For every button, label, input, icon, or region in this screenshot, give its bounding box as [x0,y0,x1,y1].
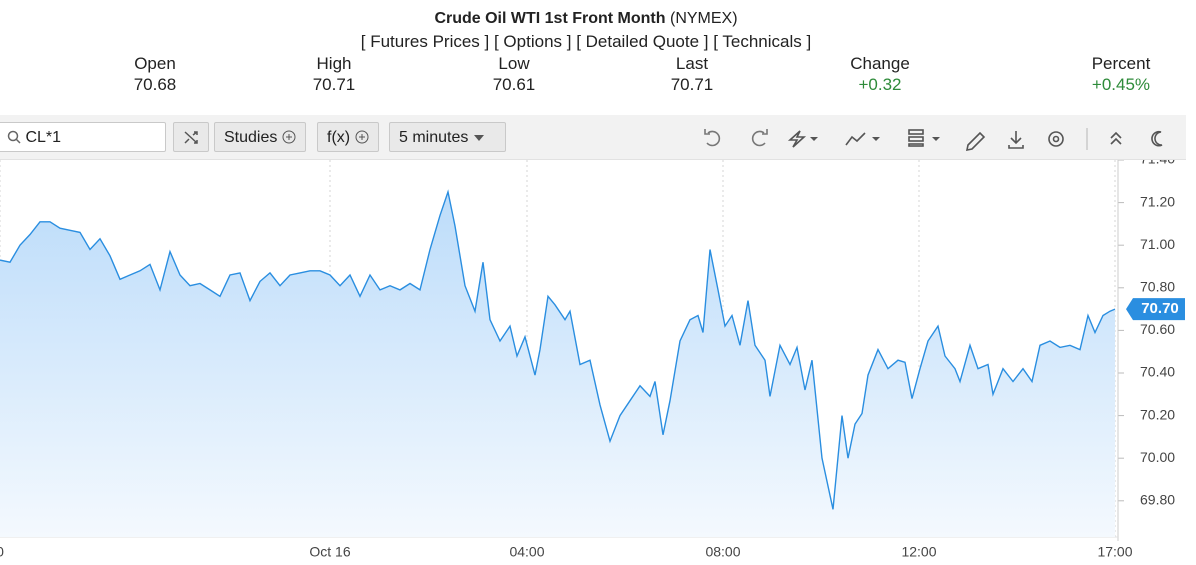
quote-value: +0.45% [1091,75,1151,94]
plus-icon [355,130,369,144]
search-icon [7,130,21,144]
toolbar: CL*1 Studies f(x) 5 minutes [0,115,1186,160]
quote-label: Low [498,54,530,73]
y-tick-label: 70.80 [1140,278,1175,294]
area [0,191,1115,537]
quote-value: 70.71 [312,75,356,94]
caret [473,135,484,141]
quote-item: Change +0.32 [840,53,920,95]
interval: 5 minutes [399,129,469,146]
undo-arrow [704,129,710,135]
quote-value: 70.71 [670,75,714,94]
link[interactable]: [ Detailed Quote ] [576,32,709,51]
compare-button[interactable] [173,122,209,152]
y-tick-label: 70.20 [1140,406,1175,422]
symbol: CL*1 [25,129,62,146]
quote-value: 70.61 [492,75,536,94]
link[interactable]: [ Futures Prices ] [360,32,490,51]
x-tick-label: 08:00 [705,544,740,560]
quote-label: Percent [1091,54,1151,73]
links: [ Futures Prices ] [ Options ] [ Detaile… [0,32,1172,52]
redo[interactable] [751,130,766,147]
symbol-search[interactable]: CL*1 [0,122,166,152]
studies: Studies [224,129,278,146]
collapse[interactable] [1110,131,1122,145]
plus-icon [282,130,296,144]
title: Crude Oil WTI 1st Front Month (NYMEX) [0,10,1172,28]
quote-value: 70.68 [133,75,177,94]
x-tick-label: 04:00 [509,544,544,560]
theme[interactable] [1151,130,1163,147]
quote-label: High [316,54,352,73]
interval-button[interactable]: 5 minutes [389,122,506,152]
events[interactable] [787,130,807,148]
x-tick-label: 0 [0,544,4,560]
chart: 0 Oct 16 04:00 08:00 12:00 17:00 69.80 70.00 70.… [0,115,1185,560]
last-price-marker [1126,298,1185,321]
caret [932,137,940,141]
instrument: Crude Oil WTI 1st Front Month [434,10,666,27]
exchange: (NYMEX) [669,10,738,27]
shuffle-icon [184,131,198,144]
download[interactable] [1008,131,1024,149]
x-tick-label: 12:00 [901,544,936,560]
fx: f(x) [327,129,351,146]
quote-item: Open 70.68 [115,53,195,95]
caret [872,137,880,141]
x-tick-label: 17:00 [1097,544,1132,560]
link[interactable]: [ Options ] [493,32,572,51]
y-tick-label: 71.00 [1140,236,1175,252]
line [0,189,1116,510]
fx-button[interactable]: f(x) [317,122,379,152]
draw[interactable] [965,131,986,152]
quote-label: Change [850,54,910,73]
link[interactable]: [ Technicals ] [713,32,812,51]
quote-item: Percent +0.45% [1081,53,1161,95]
quote-item: High 70.71 [294,53,374,95]
x-tick-label: Oct 16 [309,544,350,560]
undo[interactable] [706,130,721,147]
studies-button[interactable]: Studies [214,122,306,152]
quote-item: Last 70.71 [652,53,732,95]
y-tick-label: 69.80 [1140,491,1175,507]
y-tick-label: 70.40 [1140,364,1175,380]
last-price-label: 70.70 [1141,300,1179,317]
settings-core [1052,135,1060,143]
toolbar-icons [704,128,1163,152]
layout-row [908,136,924,142]
redo-arrow [762,129,768,135]
quote-value: +0.32 [858,75,902,94]
chart-type[interactable] [845,132,866,146]
y-tick-label: 71.20 [1140,193,1175,209]
y-tick-label: 70.00 [1140,449,1175,465]
caret [810,137,818,141]
quote-item: Low 70.61 [474,53,554,95]
quote-label: Open [134,54,176,73]
y-tick-label: 70.60 [1140,321,1175,337]
layout-row [908,143,924,147]
layout[interactable] [908,129,924,135]
settings[interactable] [1048,131,1064,147]
quote-label: Last [675,54,709,73]
